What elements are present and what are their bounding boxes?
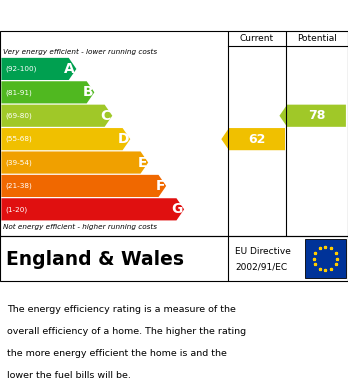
Text: (55-68): (55-68) xyxy=(6,136,32,142)
Text: The energy efficiency rating is a measure of the: The energy efficiency rating is a measur… xyxy=(7,305,236,314)
Text: (81-91): (81-91) xyxy=(6,89,32,95)
Text: G: G xyxy=(171,202,183,216)
Text: 2002/91/EC: 2002/91/EC xyxy=(235,263,287,272)
Text: Potential: Potential xyxy=(297,34,337,43)
Text: (92-100): (92-100) xyxy=(6,66,37,72)
Polygon shape xyxy=(1,175,166,197)
Polygon shape xyxy=(1,105,112,127)
Text: 78: 78 xyxy=(308,109,325,122)
Text: (21-38): (21-38) xyxy=(6,183,32,189)
Text: E: E xyxy=(137,156,147,170)
Text: EU Directive: EU Directive xyxy=(235,247,291,256)
Polygon shape xyxy=(279,105,346,127)
Polygon shape xyxy=(1,151,148,174)
Bar xyxy=(304,239,346,278)
Text: 62: 62 xyxy=(248,133,266,145)
Text: Not energy efficient - higher running costs: Not energy efficient - higher running co… xyxy=(3,224,158,230)
Polygon shape xyxy=(1,128,130,150)
Text: C: C xyxy=(101,109,111,123)
Text: England & Wales: England & Wales xyxy=(6,250,184,269)
Text: D: D xyxy=(117,132,129,146)
Text: (39-54): (39-54) xyxy=(6,159,32,166)
Text: overall efficiency of a home. The higher the rating: overall efficiency of a home. The higher… xyxy=(7,327,246,336)
Text: Energy Efficiency Rating: Energy Efficiency Rating xyxy=(9,8,230,23)
Text: A: A xyxy=(64,62,75,76)
Text: (69-80): (69-80) xyxy=(6,113,32,119)
Polygon shape xyxy=(221,128,285,150)
Polygon shape xyxy=(1,58,76,80)
Text: the more energy efficient the home is and the: the more energy efficient the home is an… xyxy=(7,349,227,358)
Polygon shape xyxy=(1,198,184,221)
Text: B: B xyxy=(82,85,93,99)
Text: F: F xyxy=(155,179,165,193)
Text: Very energy efficient - lower running costs: Very energy efficient - lower running co… xyxy=(3,49,158,55)
Polygon shape xyxy=(1,81,94,104)
Text: Current: Current xyxy=(240,34,274,43)
Text: (1-20): (1-20) xyxy=(6,206,28,213)
Text: lower the fuel bills will be.: lower the fuel bills will be. xyxy=(7,371,131,380)
